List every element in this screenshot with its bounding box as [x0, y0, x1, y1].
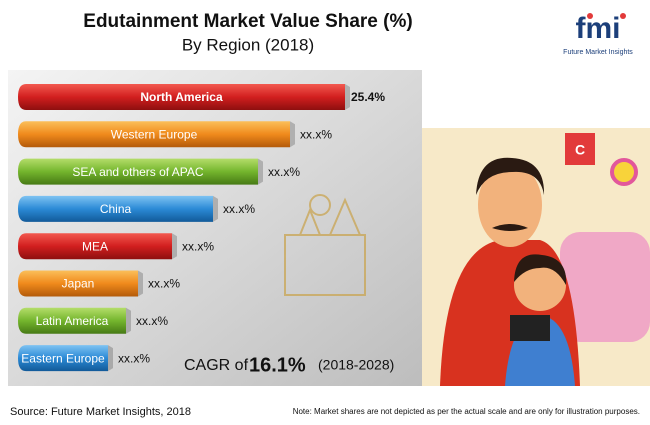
bar-row: North America 25.4%: [18, 84, 385, 110]
bar: [18, 195, 213, 222]
bar-row: MEA xx.x%: [18, 233, 214, 260]
card: [565, 133, 595, 165]
cagr: CAGR of 16.1% (2018-2028): [184, 354, 394, 376]
card-letter: C: [575, 142, 585, 158]
value-label: xx.x%: [223, 202, 255, 216]
bar-tip: [290, 121, 295, 148]
bar-row: China xx.x%: [18, 195, 255, 222]
cagr-prefix: CAGR of: [184, 357, 249, 374]
man-hair: [476, 157, 545, 195]
bar-tip: [108, 345, 113, 372]
bar-row: Japan xx.x%: [18, 270, 180, 297]
value-label: xx.x%: [118, 351, 150, 365]
panel: [8, 70, 422, 386]
bar-row: Western Europe xx.x%: [18, 121, 332, 148]
toy-sketch: [284, 194, 366, 296]
bar-tip: [213, 195, 218, 222]
cagr-value: 16.1%: [249, 354, 306, 376]
value-label: xx.x%: [148, 277, 180, 291]
logo: fmi Future Market Insights: [563, 12, 633, 56]
logo-name: Future Market Insights: [563, 49, 633, 56]
value-label: xx.x%: [268, 165, 300, 179]
flower: [610, 158, 638, 186]
cagr-period: (2018-2028): [318, 357, 394, 373]
subtitle: By Region (2018): [182, 35, 314, 54]
bar: [18, 121, 290, 148]
bar-tip: [172, 233, 177, 260]
logo-mark: fmi: [576, 12, 621, 45]
value-label: 25.4%: [351, 90, 385, 104]
bar-tip: [138, 270, 143, 297]
toy: [309, 194, 331, 216]
bar-tip: [258, 158, 263, 185]
moustache: [492, 224, 528, 231]
logo-dot: [587, 13, 593, 19]
bar: [18, 233, 172, 260]
bar-label: Eastern Europe: [21, 351, 105, 365]
bar-row: Eastern Europe xx.x%: [18, 345, 150, 372]
value-label: xx.x%: [136, 314, 168, 328]
bar-row: SEA and others of APAC xx.x%: [18, 158, 300, 185]
bar: [18, 84, 345, 110]
bar-label: MEA: [82, 239, 108, 253]
value-label: xx.x%: [182, 239, 214, 253]
value-label: xx.x%: [300, 127, 332, 141]
bar-tip: [345, 84, 350, 110]
sofa: [560, 232, 650, 342]
bar-label: Latin America: [36, 314, 109, 328]
bar-label: China: [100, 202, 132, 216]
boy-face: [514, 259, 566, 311]
bar-label: Western Europe: [111, 127, 198, 141]
tablet: [510, 315, 550, 341]
bar-label: SEA and others of APAC: [72, 165, 204, 179]
logo-dot: [620, 13, 626, 19]
bar: [18, 307, 126, 334]
toy: [284, 234, 366, 296]
man-face: [478, 163, 542, 247]
illustration: C: [422, 128, 650, 386]
note: Note: Market shares are not depicted as …: [293, 407, 640, 416]
toy: [299, 197, 361, 236]
bar: [18, 158, 258, 185]
bar: [18, 345, 108, 372]
title: Edutainment Market Value Share (%): [83, 11, 412, 32]
bar-row: Latin America xx.x%: [18, 307, 168, 334]
source: Source: Future Market Insights, 2018: [10, 406, 191, 418]
boy-hair: [514, 254, 567, 285]
bar: [18, 270, 138, 297]
bar-label: Japan: [62, 277, 95, 291]
bar-label: North America: [140, 90, 223, 104]
bars: North America 25.4%Western Europe xx.x%SEA…: [18, 84, 385, 372]
bar-tip: [126, 307, 131, 334]
